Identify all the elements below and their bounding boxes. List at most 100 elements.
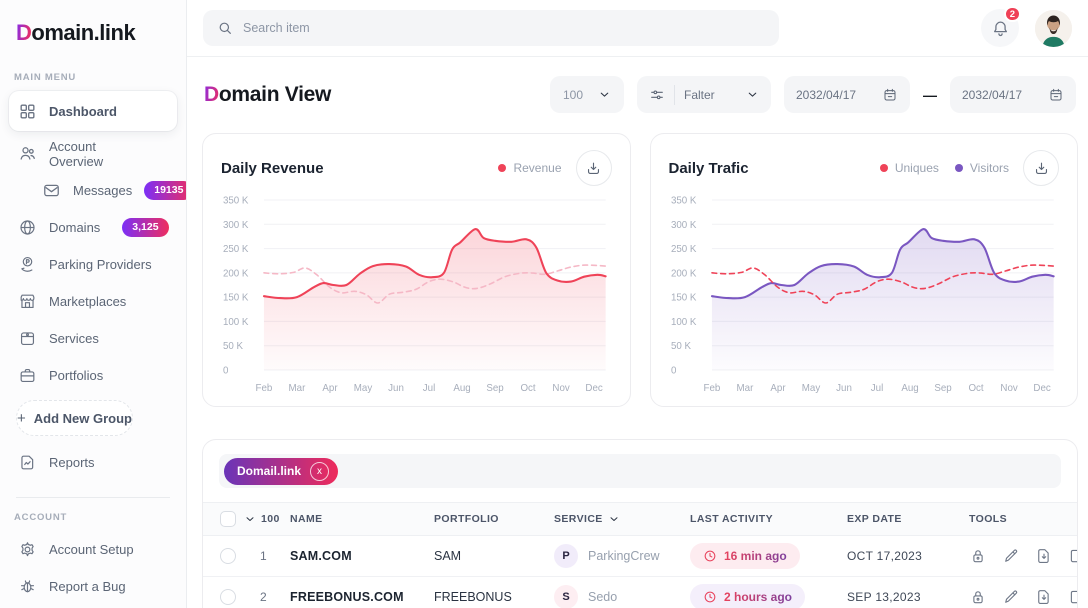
note-add-button[interactable] [1068,588,1078,606]
date-to-picker[interactable]: 2032/04/17 [950,76,1076,113]
pencil-icon [1002,588,1020,606]
row-checkbox[interactable] [220,589,236,605]
chevron-up-icon [158,369,172,383]
lock-button[interactable] [969,588,987,606]
svg-text:Jun: Jun [836,383,852,394]
sidebar-item-label: Portfolios [49,368,104,383]
grid-icon [18,102,37,121]
svg-text:200 K: 200 K [670,268,696,279]
note-add-button[interactable] [1068,547,1078,565]
svg-text:Dec: Dec [585,383,602,394]
domain-name[interactable]: FREEBONUS.COM [290,590,404,604]
legend-dot [879,164,888,172]
sidebar-item-services[interactable]: Services [0,320,186,357]
svg-text:350 K: 350 K [223,195,249,206]
bell-icon [991,19,1010,38]
add-new-group-button[interactable]: + Add New Group [16,400,133,436]
notifications-button[interactable]: 2 [981,6,1021,47]
add-group-label: Add New Group [33,410,132,426]
divider [674,84,675,105]
sidebar-item-label: Domains [49,220,101,235]
lock-button[interactable] [969,547,987,565]
edit-button[interactable] [1002,588,1020,606]
file-export-button[interactable] [1035,547,1053,565]
charts-row: Daily Revenue Revenue 350 K 300 K 250 K 200… [202,133,1078,407]
column-portfolio[interactable]: PORTFOLIO [434,513,499,525]
exp-date: SEP 13,2023 [847,590,921,604]
svg-text:Sep: Sep [934,383,952,394]
chart-legend: Revenue [498,161,562,175]
page-size-select[interactable]: 100 [550,76,624,113]
sidebar-item-portfolios[interactable]: Portfolios [0,357,186,394]
title-accent: D [204,82,219,106]
chevron-down-icon [598,88,611,101]
select-all-checkbox[interactable] [220,511,236,527]
filter-label: Falter [684,87,715,102]
chart-legend: Uniques Visitors [879,161,1009,175]
traffic-chart: 350 K 300 K 250 K 200 K 150 K 100 K 50 K 0 Feb Ma… [669,192,1060,398]
calendar-icon [1048,87,1064,103]
briefcase-icon [18,366,37,385]
header-controls: 100 Falter 2032/04/17 — [550,76,1076,113]
brand-logo: Domain.link [0,16,186,60]
column-exp-date[interactable]: EXP DATE [847,513,902,525]
download-button[interactable] [575,150,612,186]
svg-text:150 K: 150 K [223,293,249,304]
activity-badge: 2 hours ago [690,584,806,608]
legend-dot [498,164,507,172]
file-export-icon [1035,547,1053,565]
lock-icon [969,547,987,565]
sidebar-item-account-setup[interactable]: Account Setup [0,531,186,568]
column-tools: TOOLS [969,513,1007,525]
svg-text:Mar: Mar [736,383,754,394]
clock-icon [703,590,717,604]
tools-cell [969,547,1078,565]
legend-item: Visitors [954,161,1009,175]
svg-text:Jul: Jul [870,383,882,394]
date-from-value: 2032/04/17 [796,87,857,102]
report-icon [18,453,37,472]
sidebar-item-report-a-bug[interactable]: Report a Bug [0,568,186,605]
column-last-activity[interactable]: LAST ACTIVITY [690,513,773,525]
svg-text:Aug: Aug [901,383,918,394]
sidebar-item-reports[interactable]: Reports [0,444,186,481]
row-number: 2 [260,590,267,604]
calendar-icon [882,87,898,103]
chart-title: Daily Trafic [668,159,749,177]
sidebar-item-label: Dashboard [49,103,117,119]
domain-name[interactable]: SAM.COM [290,549,352,563]
gear-icon [18,540,37,559]
svg-text:Aug: Aug [453,383,470,394]
file-export-button[interactable] [1035,588,1053,606]
svg-text:Sep: Sep [486,383,504,394]
column-name[interactable]: NAME [290,513,323,525]
chart-title: Daily Revenue [221,159,324,177]
row-checkbox[interactable] [220,548,236,564]
sidebar-divider [16,497,170,498]
column-num[interactable]: 100 [244,513,290,525]
date-from-picker[interactable]: 2032/04/17 [784,76,910,113]
filter-chip[interactable]: Domail.link x [224,457,339,485]
date-to-value: 2032/04/17 [962,87,1023,102]
sidebar-item-messages[interactable]: Messages 19135 [0,172,186,209]
sidebar-item-dashboard[interactable]: Dashboard [9,91,177,131]
svg-text:May: May [354,383,372,394]
sidebar-item-domains[interactable]: Domains 3,125 [0,209,186,246]
filter-dropdown[interactable]: Falter [637,76,771,113]
edit-button[interactable] [1002,547,1020,565]
sidebar-item-label: Parking Providers [49,257,152,272]
close-icon[interactable]: x [310,461,330,481]
svg-text:Mar: Mar [289,383,307,394]
search-input[interactable] [243,21,765,35]
main-area: 2 Domain View 100 [187,0,1088,608]
user-avatar[interactable] [1035,9,1072,47]
sidebar-item-marketplaces[interactable]: Marketplaces [0,283,186,320]
sidebar-item-account-overview[interactable]: Account Overview [0,135,186,172]
activity-badge: 16 min ago [690,543,800,569]
column-service[interactable]: SERVICE [554,513,690,525]
domains-table-card: Domail.link x 100 NAME PORTFOLIO SERVICE [202,439,1078,608]
download-button[interactable] [1023,150,1059,186]
content: Domain View 100 Falter 2032/04/17 [187,57,1088,608]
sidebar-item-parking-providers[interactable]: Parking Providers [0,246,186,283]
chevron-down-icon [608,513,620,525]
